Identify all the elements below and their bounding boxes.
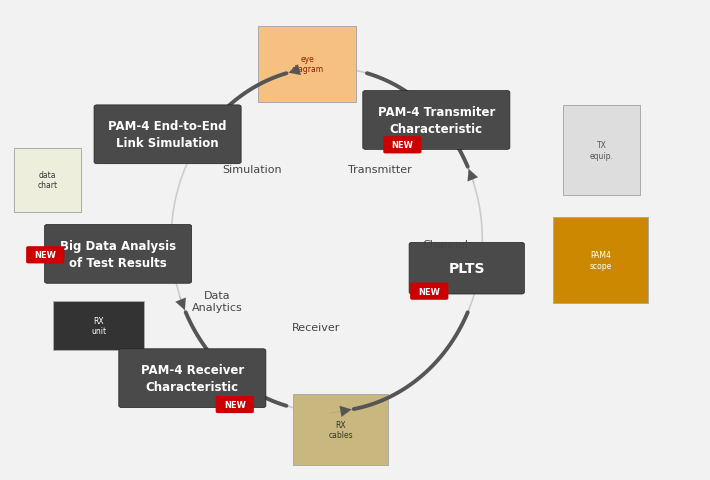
FancyBboxPatch shape xyxy=(383,137,422,154)
Text: Data
Analytics: Data Analytics xyxy=(192,290,243,312)
Text: PAM4
scope: PAM4 scope xyxy=(589,251,611,270)
FancyBboxPatch shape xyxy=(94,106,241,164)
Text: Receiver: Receiver xyxy=(292,322,340,332)
Text: PAM-4 Transmiter
Characteristic: PAM-4 Transmiter Characteristic xyxy=(378,106,495,136)
FancyBboxPatch shape xyxy=(363,91,510,150)
FancyBboxPatch shape xyxy=(553,217,648,303)
FancyBboxPatch shape xyxy=(410,283,448,300)
Text: data
chart: data chart xyxy=(38,171,58,190)
Text: eye
diagram: eye diagram xyxy=(291,55,323,74)
FancyBboxPatch shape xyxy=(293,394,388,465)
Text: PLTS: PLTS xyxy=(449,262,485,276)
Text: RX
cables: RX cables xyxy=(329,420,353,439)
FancyBboxPatch shape xyxy=(45,225,192,284)
FancyBboxPatch shape xyxy=(409,243,525,294)
Text: NEW: NEW xyxy=(224,400,246,409)
Text: Simulation: Simulation xyxy=(223,164,283,174)
Text: Big Data Analysis
of Test Results: Big Data Analysis of Test Results xyxy=(60,240,176,269)
FancyBboxPatch shape xyxy=(14,148,81,212)
Text: Transmitter: Transmitter xyxy=(348,164,412,174)
FancyBboxPatch shape xyxy=(53,301,144,351)
Text: PAM-4 End-to-End
Link Simulation: PAM-4 End-to-End Link Simulation xyxy=(109,120,226,150)
Text: PAM-4 Receiver
Characteristic: PAM-4 Receiver Characteristic xyxy=(141,363,244,394)
FancyBboxPatch shape xyxy=(119,349,266,408)
Text: RX
unit: RX unit xyxy=(91,316,106,336)
Text: Channel: Channel xyxy=(422,240,468,250)
Text: NEW: NEW xyxy=(391,141,413,150)
FancyBboxPatch shape xyxy=(258,27,356,103)
Text: TX
equip.: TX equip. xyxy=(589,141,613,160)
FancyBboxPatch shape xyxy=(563,106,640,196)
FancyBboxPatch shape xyxy=(26,247,65,264)
Text: NEW: NEW xyxy=(418,287,440,296)
Text: NEW: NEW xyxy=(34,251,56,260)
FancyBboxPatch shape xyxy=(216,396,254,413)
